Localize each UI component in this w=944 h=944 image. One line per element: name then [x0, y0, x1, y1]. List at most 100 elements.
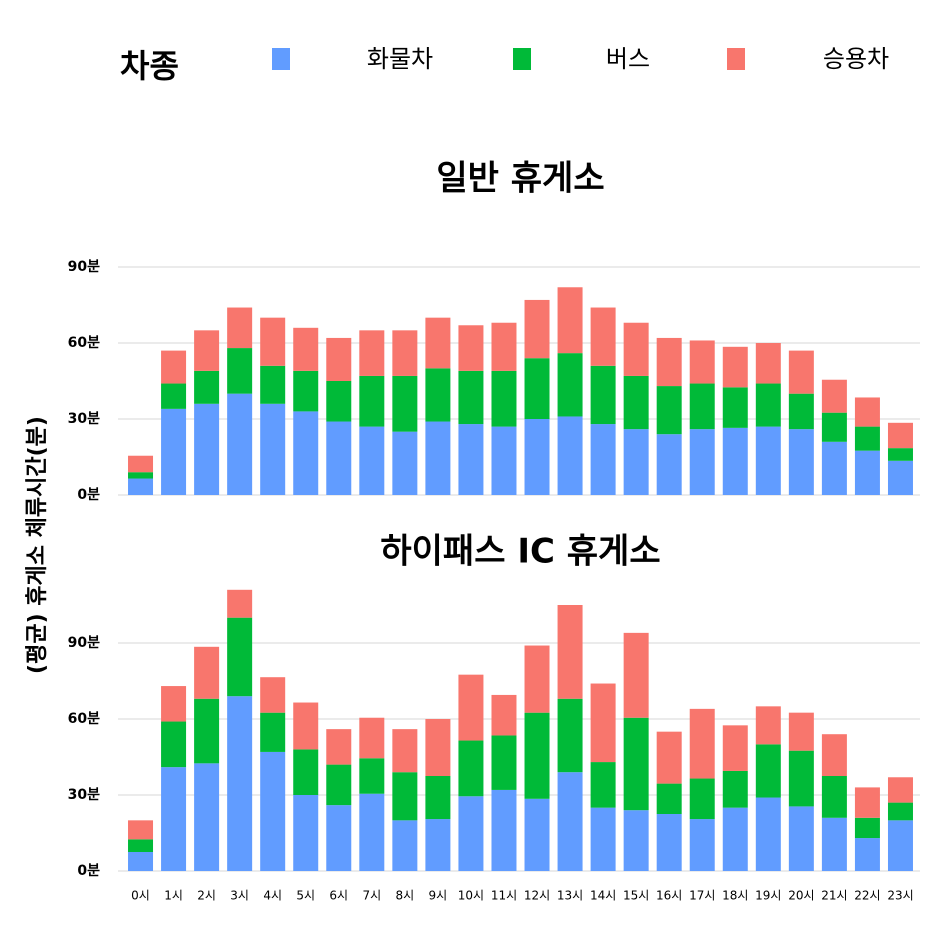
x-tick-label: 20시: [788, 889, 814, 903]
x-tick-label: 7시: [362, 889, 381, 903]
bar-segment: [689, 778, 715, 820]
bar-segment: [854, 450, 880, 495]
bar-segment: [557, 698, 583, 773]
bar-segment: [557, 353, 583, 417]
bar-segment: [689, 819, 715, 871]
bar-segment: [689, 383, 715, 430]
bar-segment: [623, 717, 649, 811]
bar-segment: [524, 798, 550, 871]
y-tick-label: 90분: [68, 259, 100, 275]
bar-segment: [788, 429, 814, 495]
x-tick-label: 6시: [329, 889, 348, 903]
legend-swatch: [272, 48, 290, 70]
x-tick-label: 23시: [887, 889, 913, 903]
bar-segment: [623, 429, 649, 495]
bar-segment: [689, 708, 715, 779]
bar-segment: [260, 677, 286, 713]
bar-segment: [260, 403, 286, 495]
bar-segment: [458, 370, 484, 425]
bar-segment: [722, 770, 748, 808]
bar-segment: [491, 426, 517, 495]
y-tick-label: 0분: [77, 863, 100, 879]
bar-segment: [161, 350, 187, 384]
bar-segment: [590, 424, 616, 495]
bar-segment: [854, 787, 880, 818]
x-tick-label: 9시: [429, 889, 448, 903]
bar-segment: [458, 740, 484, 797]
bar-segment: [524, 419, 550, 495]
bar-segment: [689, 429, 715, 495]
bar-segment: [722, 427, 748, 495]
bar-segment: [524, 645, 550, 713]
x-tick-label: 11시: [491, 889, 517, 903]
bar-segment: [590, 307, 616, 366]
bar-segment: [359, 375, 385, 427]
bar-segment: [194, 330, 220, 371]
bar-segment: [161, 686, 187, 722]
bar-segment: [854, 838, 880, 871]
bar-segment: [425, 776, 451, 820]
bar-segment: [887, 777, 913, 803]
y-tick-label: 60분: [68, 711, 100, 727]
bar-segment: [161, 767, 187, 871]
bar-segment: [458, 796, 484, 871]
bar-segment: [194, 403, 220, 495]
bar-segment: [821, 441, 847, 495]
y-axis-label: (평균) 휴게소 체류시간(분): [25, 416, 50, 674]
x-tick-label: 17시: [689, 889, 715, 903]
bar-segment: [590, 683, 616, 763]
x-tick-label: 18시: [722, 889, 748, 903]
panel-title: 하이패스 IC 휴게소: [380, 532, 660, 572]
x-tick-label: 14시: [590, 889, 616, 903]
bar-segment: [722, 387, 748, 428]
bar-segment: [260, 712, 286, 752]
bar-segment: [491, 694, 517, 736]
bar-segment: [326, 729, 352, 765]
bar-segment: [557, 772, 583, 871]
bar-segment: [326, 764, 352, 806]
bar-segment: [854, 817, 880, 839]
bar-segment: [293, 370, 319, 412]
bar-segment: [623, 375, 649, 430]
bar-segment: [359, 758, 385, 794]
y-tick-label: 90분: [68, 635, 100, 651]
y-tick-label: 0분: [77, 487, 100, 503]
bar-segment: [656, 731, 682, 784]
bar-segment: [821, 734, 847, 776]
bar-segment: [425, 421, 451, 495]
bar-segment: [425, 719, 451, 776]
bar-segment: [755, 426, 781, 495]
bar-segment: [227, 348, 253, 394]
bar-segment: [722, 725, 748, 771]
x-tick-label: 5시: [296, 889, 315, 903]
bar-segment: [227, 589, 253, 618]
bar-segment: [821, 776, 847, 818]
bar-segment: [227, 393, 253, 495]
bar-segment: [227, 696, 253, 871]
bar-segment: [260, 317, 286, 366]
bar-segment: [326, 421, 352, 495]
panel-title: 일반 휴게소: [436, 159, 604, 199]
bar-segment: [128, 852, 154, 871]
legend-label: 버스: [606, 45, 650, 73]
bar-segment: [458, 674, 484, 741]
x-tick-label: 4시: [263, 889, 282, 903]
bar-segment: [821, 817, 847, 871]
bar-segment: [524, 299, 550, 359]
bar-segment: [458, 424, 484, 495]
legend-label: 승용차: [823, 45, 889, 73]
bar-segment: [260, 751, 286, 871]
bar-segment: [161, 383, 187, 409]
x-tick-label: 3시: [230, 889, 249, 903]
bar-segment: [656, 783, 682, 814]
bar-segment: [755, 383, 781, 427]
x-tick-label: 12시: [524, 889, 550, 903]
bar-segment: [557, 287, 583, 354]
bar-segment: [755, 343, 781, 384]
bar-segment: [359, 717, 385, 759]
bar-segment: [755, 744, 781, 798]
bar-segment: [425, 368, 451, 422]
bar-segment: [887, 460, 913, 495]
bar-segment: [194, 646, 220, 699]
